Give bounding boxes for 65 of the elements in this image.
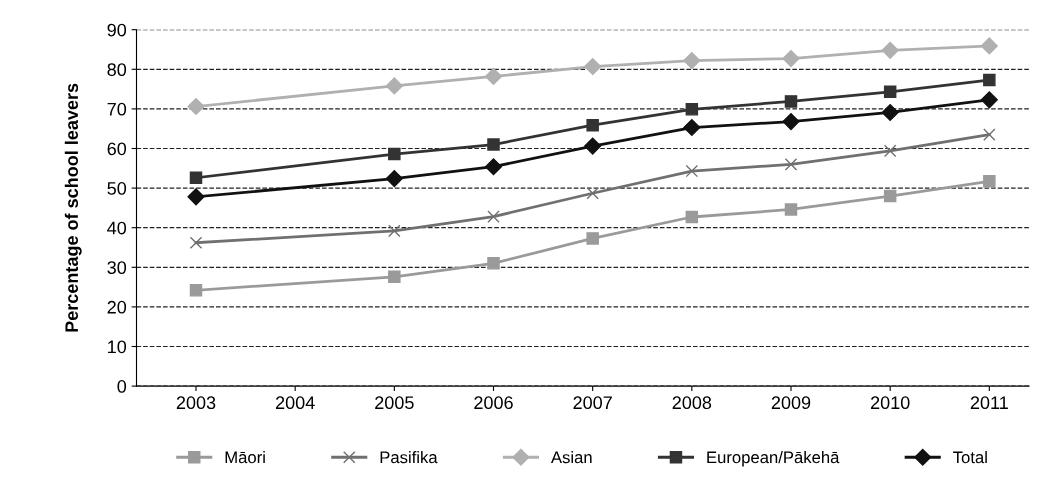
legend-label: Total — [953, 451, 987, 464]
point — [484, 158, 503, 176]
point — [685, 103, 699, 116]
point — [487, 138, 500, 151]
point — [784, 158, 798, 171]
point — [187, 97, 205, 116]
point — [487, 210, 500, 223]
x-tick-label: 2004 — [275, 396, 315, 410]
y-tick-label: 30 — [107, 261, 127, 275]
y-tick-label: 20 — [107, 300, 127, 314]
legend-label: European/Pākehā — [707, 451, 840, 467]
point — [388, 147, 401, 161]
point — [983, 175, 996, 188]
point — [685, 164, 699, 178]
x-tick-label: 2009 — [771, 396, 811, 410]
point — [584, 57, 602, 76]
point — [683, 52, 701, 70]
x-tick-label: 2007 — [573, 396, 612, 410]
point — [385, 170, 403, 188]
point — [189, 236, 203, 249]
x-tick-label: 2011 — [970, 396, 1008, 410]
legend-label: Pasifika — [380, 451, 438, 464]
y-tick-label: 50 — [107, 182, 127, 195]
point — [484, 67, 503, 85]
point — [980, 91, 998, 109]
x-tick-label: 2010 — [870, 396, 910, 410]
point — [883, 189, 897, 203]
point — [983, 73, 996, 87]
y-tick-label: 40 — [107, 221, 127, 235]
x-tick-label: 2008 — [672, 396, 712, 410]
point — [983, 128, 996, 141]
point — [782, 50, 800, 68]
point — [883, 144, 897, 158]
y-tick-label: 80 — [107, 63, 127, 77]
point — [980, 37, 998, 55]
point — [784, 203, 798, 216]
point — [586, 118, 599, 132]
point — [189, 284, 203, 297]
point — [881, 103, 899, 122]
point — [388, 270, 401, 284]
y-tick-label: 60 — [107, 142, 127, 156]
point — [784, 95, 798, 108]
y-axis-title: Percentage of school leavers — [64, 83, 82, 332]
point — [881, 41, 899, 59]
x-tick-label: 2003 — [176, 396, 216, 410]
x-tick-label: 2005 — [375, 396, 414, 410]
point — [584, 137, 602, 155]
legend-label: Asian — [550, 451, 592, 464]
point — [685, 210, 699, 224]
point — [487, 257, 500, 270]
legend-label: Māori — [225, 451, 265, 464]
y-tick-label: 0 — [117, 380, 127, 393]
point — [388, 224, 401, 238]
point — [883, 85, 897, 99]
point — [385, 77, 403, 95]
point — [586, 232, 599, 245]
point — [189, 171, 203, 185]
y-tick-label: 90 — [107, 23, 127, 37]
point — [187, 188, 205, 206]
y-tick-label: 70 — [107, 102, 127, 116]
y-tick-label: 10 — [108, 340, 127, 354]
point — [683, 118, 701, 137]
x-tick-label: 2006 — [474, 396, 513, 410]
point — [782, 113, 800, 131]
point — [586, 186, 599, 200]
